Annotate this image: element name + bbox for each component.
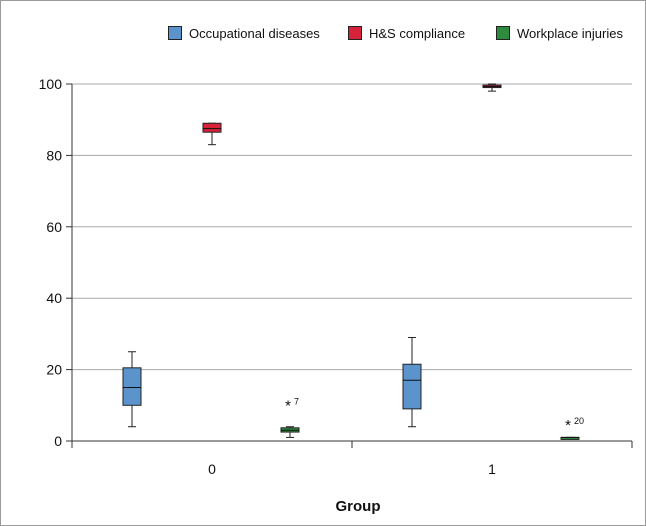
y-tick-label: 40 — [46, 290, 62, 306]
box — [202, 122, 222, 133]
y-tick-label: 20 — [46, 362, 62, 378]
legend-item: Workplace injuries — [496, 22, 623, 44]
legend-label: Workplace injuries — [517, 25, 623, 41]
y-tick-label: 60 — [46, 219, 62, 235]
legend-label: Occupational diseases — [189, 25, 320, 41]
x-axis-label: Group — [336, 498, 381, 515]
legend-item: Occupational diseases — [168, 22, 320, 44]
y-tick-label: 0 — [54, 433, 62, 449]
legend-swatch — [348, 26, 362, 40]
x-tick-label: 1 — [488, 461, 496, 477]
outlier-marker: * — [285, 398, 291, 415]
y-tick-label: 80 — [46, 147, 62, 163]
x-tick-label: 0 — [208, 461, 216, 477]
legend-swatch — [496, 26, 510, 40]
outlier-marker: * — [565, 417, 571, 434]
legend-swatch — [168, 26, 182, 40]
legend-label: H&S compliance — [369, 25, 466, 41]
legend-item: H&S compliance — [348, 22, 465, 44]
y-tick-label: 100 — [39, 76, 63, 92]
box — [122, 367, 142, 406]
box — [402, 363, 422, 410]
outlier-label: 20 — [574, 416, 584, 426]
outlier-label: 7 — [294, 397, 299, 407]
